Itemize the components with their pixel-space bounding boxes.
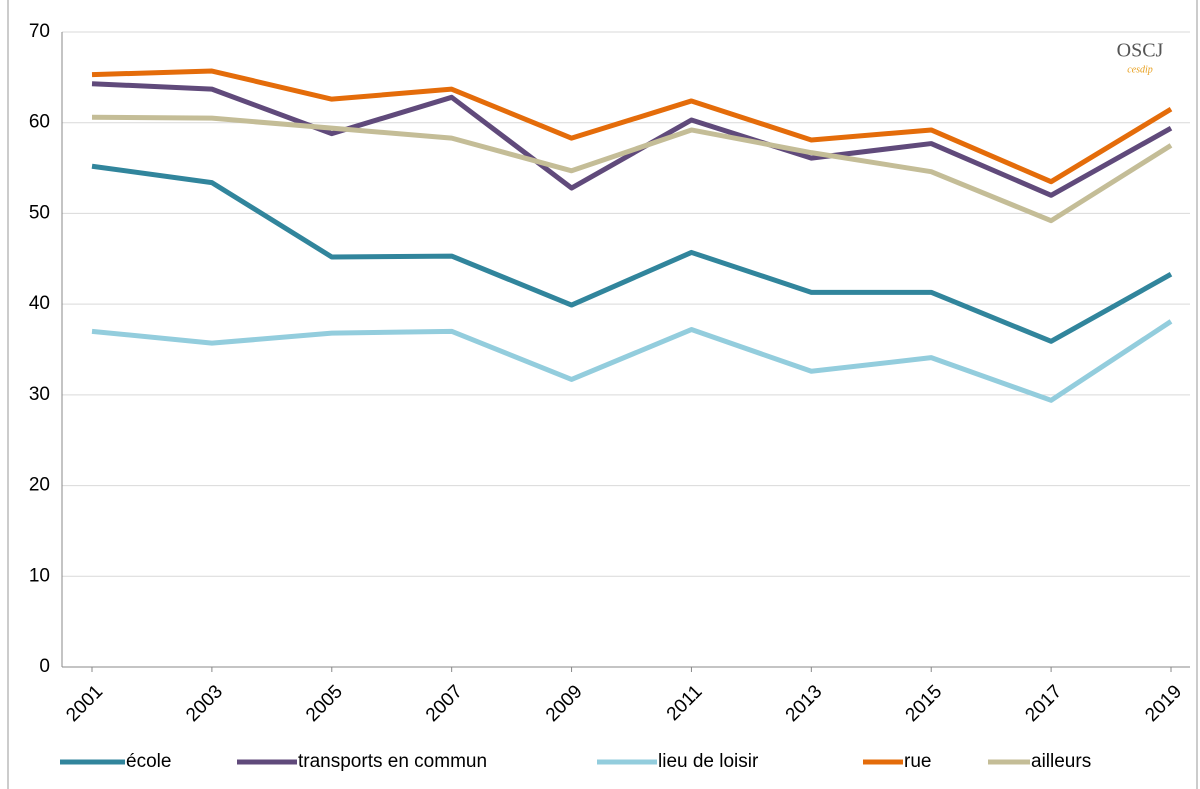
series-line [91,81,1173,198]
series-line [91,68,1173,185]
series-line [91,163,1173,344]
legend-label: transports en commun [298,751,487,772]
legend-label: ailleurs [1031,751,1091,772]
y-tick-label: 0 [39,656,50,677]
x-tick-label: 2007 [422,681,467,726]
x-tick-label: 2003 [182,681,227,726]
x-tick-label: 2011 [663,681,707,725]
x-tick-label: 2001 [62,681,107,726]
y-tick-label: 70 [29,21,50,42]
y-tick-label: 50 [29,202,50,223]
y-tick-label: 30 [29,384,50,405]
x-tick-label: 2019 [1141,681,1186,726]
y-tick-label: 40 [29,293,50,314]
x-tick-label: 2017 [1021,681,1066,726]
chart-frame [7,0,1198,789]
x-tick-label: 2013 [782,681,827,726]
x-tick-label: 2005 [302,681,347,726]
legend-label: rue [904,751,931,772]
legend-label: lieu de loisir [658,751,759,772]
series-line [91,319,1173,403]
x-tick-label: 2009 [542,681,587,726]
logo: OSCJ [1117,40,1164,62]
y-tick-label: 60 [29,112,50,133]
x-tick-label: 2015 [902,681,947,726]
series-line [91,114,1173,224]
y-tick-label: 20 [29,475,50,496]
legend-label: école [126,751,171,772]
y-tick-label: 10 [29,565,50,586]
logo-sub: cesdip [1127,64,1153,75]
